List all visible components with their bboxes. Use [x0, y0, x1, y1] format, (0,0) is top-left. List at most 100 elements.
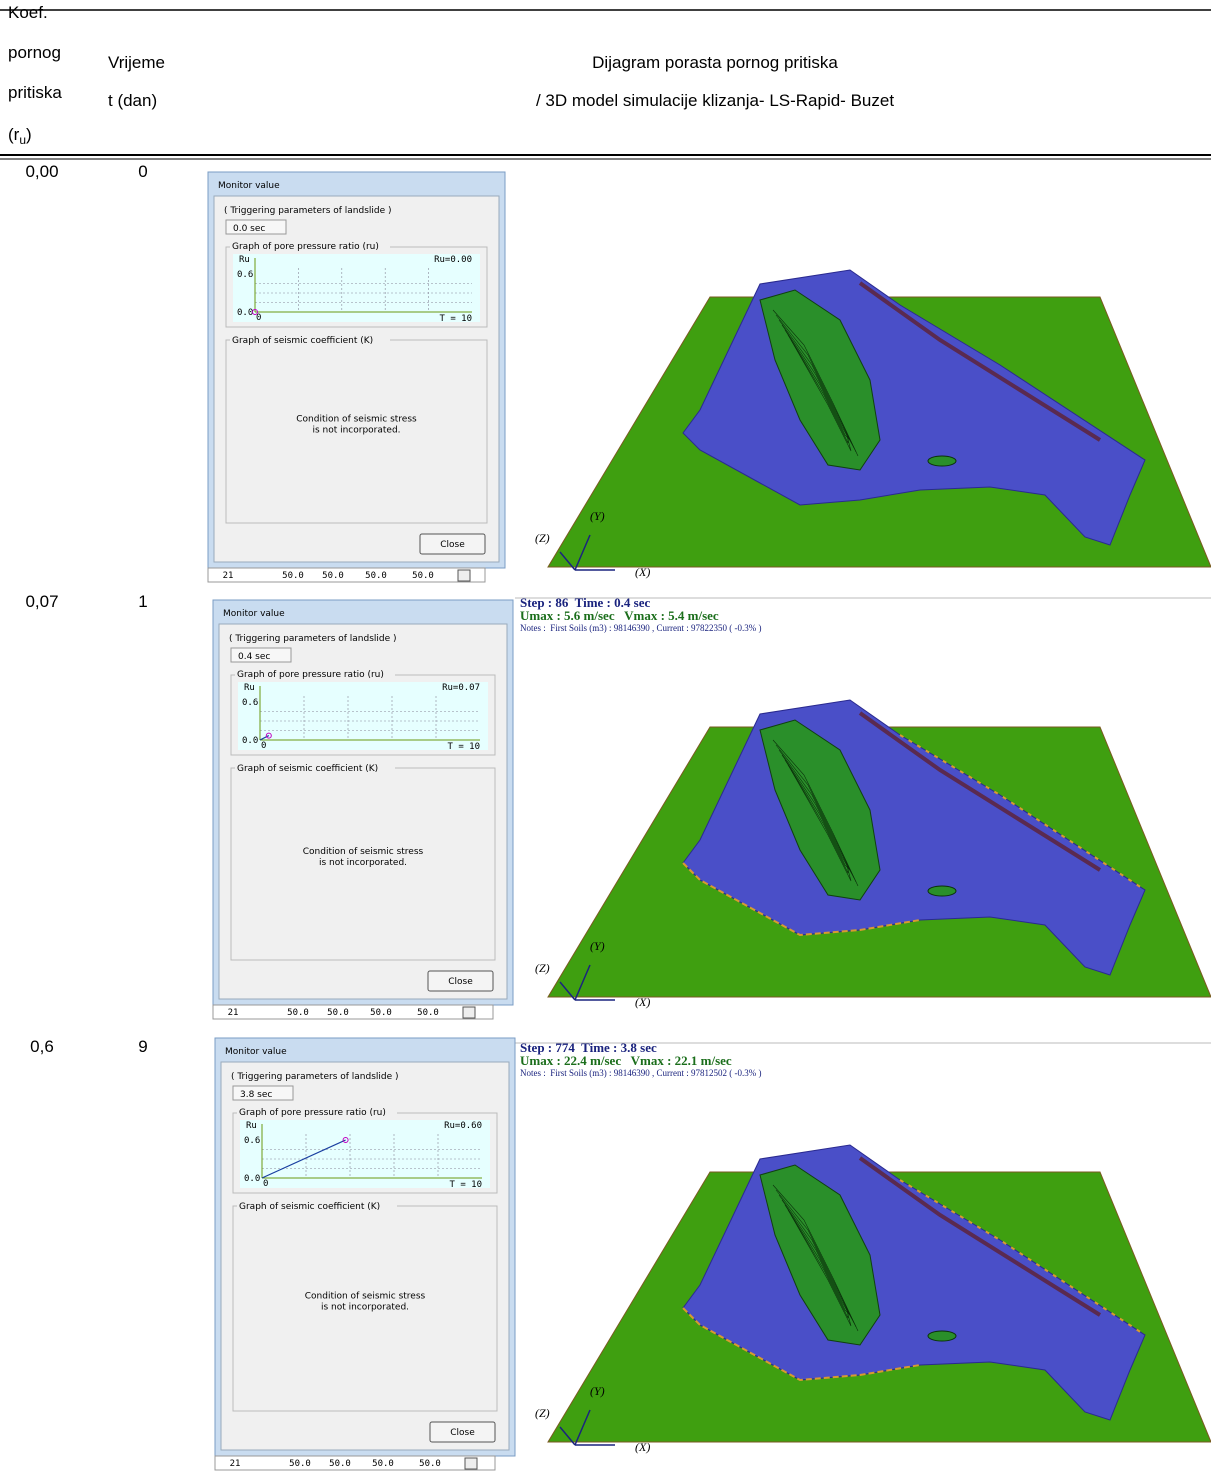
- group-label-bg: [230, 241, 390, 251]
- ru-min-label: 0.0: [242, 736, 258, 746]
- contour: [772, 309, 859, 457]
- dialog-body: [218, 623, 508, 1000]
- axis-label: (Y): [590, 939, 605, 953]
- ru-curve: [261, 1139, 346, 1179]
- speed-info: Umax : 5.6 m/sec Vmax : 5.4 m/sec: [520, 608, 719, 623]
- close-button[interactable]: [419, 533, 486, 555]
- k-message: Condition of seismic stress: [296, 415, 417, 425]
- ru-current-label: Ru=0.60: [444, 1121, 482, 1131]
- axis-label: (Y): [590, 509, 605, 523]
- grid-strip: [212, 1004, 494, 1020]
- strip-cell: 21: [223, 571, 234, 581]
- t-max-label: T = 10: [447, 742, 480, 752]
- axis-label: (X): [635, 1440, 650, 1454]
- t-max-label: T = 10: [449, 1180, 482, 1190]
- axis-arrow: [559, 981, 576, 1001]
- group-label-bg: [230, 334, 390, 344]
- time-days: 0: [138, 162, 147, 181]
- ru-max-label: 0.6: [244, 1136, 260, 1146]
- trigger-label: ( Triggering parameters of landslide ): [229, 634, 397, 644]
- close-label: Close: [440, 540, 465, 550]
- strip-cell: 50.0: [327, 1008, 349, 1018]
- ru-min-label: 0.0: [237, 308, 253, 318]
- header-text: Koef.: [8, 3, 48, 22]
- contour: [775, 314, 857, 453]
- step-info: Step : 86 Time : 0.4 sec: [520, 595, 650, 610]
- displaced-edge: [899, 734, 1146, 891]
- contour: [790, 769, 852, 882]
- group-label-bg: [237, 1107, 397, 1117]
- symbol-part: ): [26, 125, 32, 144]
- axis-arrow: [574, 1409, 591, 1446]
- time-value: 3.8 sec: [240, 1090, 272, 1100]
- ru-graph: [233, 254, 480, 322]
- contour: [772, 739, 859, 887]
- contour: [775, 744, 857, 883]
- close-button[interactable]: [427, 970, 494, 992]
- strip-cell: 50.0: [365, 571, 387, 581]
- k-message: Condition of seismic stress: [303, 847, 424, 857]
- contour: [790, 1214, 852, 1327]
- symbol-part: (: [8, 125, 14, 144]
- trigger-label: ( Triggering parameters of landslide ): [231, 1072, 399, 1082]
- k-group-label: Graph of seismic coefficient (K): [237, 764, 378, 774]
- close-label: Close: [448, 977, 473, 987]
- ru-group-label: Graph of pore pressure ratio (ru): [239, 1108, 386, 1118]
- header-symbol: (ru): [8, 125, 32, 147]
- ru-max-label: 0.6: [237, 270, 253, 280]
- ru-graph: [240, 1120, 490, 1188]
- close-button[interactable]: [429, 1421, 496, 1443]
- dropdown: [462, 1006, 476, 1019]
- ru-value: 0,07: [25, 592, 58, 611]
- t-min-label: 0: [261, 741, 266, 751]
- axis-arrow: [574, 964, 591, 1001]
- ru-axis-label: Ru: [246, 1121, 257, 1131]
- k-message: is not incorporated.: [319, 858, 407, 868]
- axis-label: (X): [635, 995, 650, 1009]
- strip-cell: 50.0: [372, 1459, 394, 1469]
- contour: [775, 1189, 857, 1328]
- mass-edge: [858, 1156, 1102, 1317]
- axis-arrow: [574, 534, 591, 571]
- ru-axis-label: Ru: [239, 255, 250, 265]
- grid-strip: [214, 1455, 496, 1471]
- strip-cell: 21: [230, 1459, 241, 1469]
- ru-point: [265, 732, 272, 739]
- header-text: Dijagram porasta pornog pritiska: [592, 53, 838, 72]
- strip-cell: 50.0: [289, 1459, 311, 1469]
- ru-value: 0,00: [25, 162, 58, 181]
- time-value: 0.0 sec: [233, 224, 265, 234]
- pond: [927, 885, 957, 897]
- ru-axis-label: Ru: [244, 683, 255, 693]
- contour: [772, 1184, 859, 1332]
- t-max-label: T = 10: [439, 314, 472, 324]
- axis-label: (Y): [590, 1384, 605, 1398]
- ru-group-label: Graph of pore pressure ratio (ru): [232, 242, 379, 252]
- t-min-label: 0: [256, 313, 261, 323]
- step-info: Step : 774 Time : 3.8 sec: [520, 1040, 657, 1055]
- group-label-bg: [235, 669, 395, 679]
- k-message: Condition of seismic stress: [305, 1292, 426, 1302]
- strip-cell: 50.0: [282, 571, 304, 581]
- time-box: [230, 647, 292, 663]
- time-value: 0.4 sec: [238, 652, 270, 662]
- close-label: Close: [450, 1428, 475, 1438]
- notes-info: Notes : First Soils (m3) : 98146390 , Cu…: [520, 1068, 762, 1078]
- t-min-label: 0: [263, 1179, 268, 1189]
- ru-max-label: 0.6: [242, 698, 258, 708]
- strip-cell: 50.0: [370, 1008, 392, 1018]
- ru-group-label: Graph of pore pressure ratio (ru): [237, 670, 384, 680]
- displaced-edge: [682, 1307, 921, 1382]
- group-label-bg: [235, 762, 395, 772]
- mass-edge: [858, 711, 1102, 872]
- trigger-label: ( Triggering parameters of landslide ): [224, 206, 392, 216]
- time-days: 1: [138, 592, 147, 611]
- strip-cell: 50.0: [412, 571, 434, 581]
- k-group-label: Graph of seismic coefficient (K): [239, 1202, 380, 1212]
- ru-graph: [238, 682, 488, 750]
- displaced-edge: [682, 862, 921, 937]
- time-box: [232, 1085, 294, 1101]
- strip-cell: 50.0: [287, 1008, 309, 1018]
